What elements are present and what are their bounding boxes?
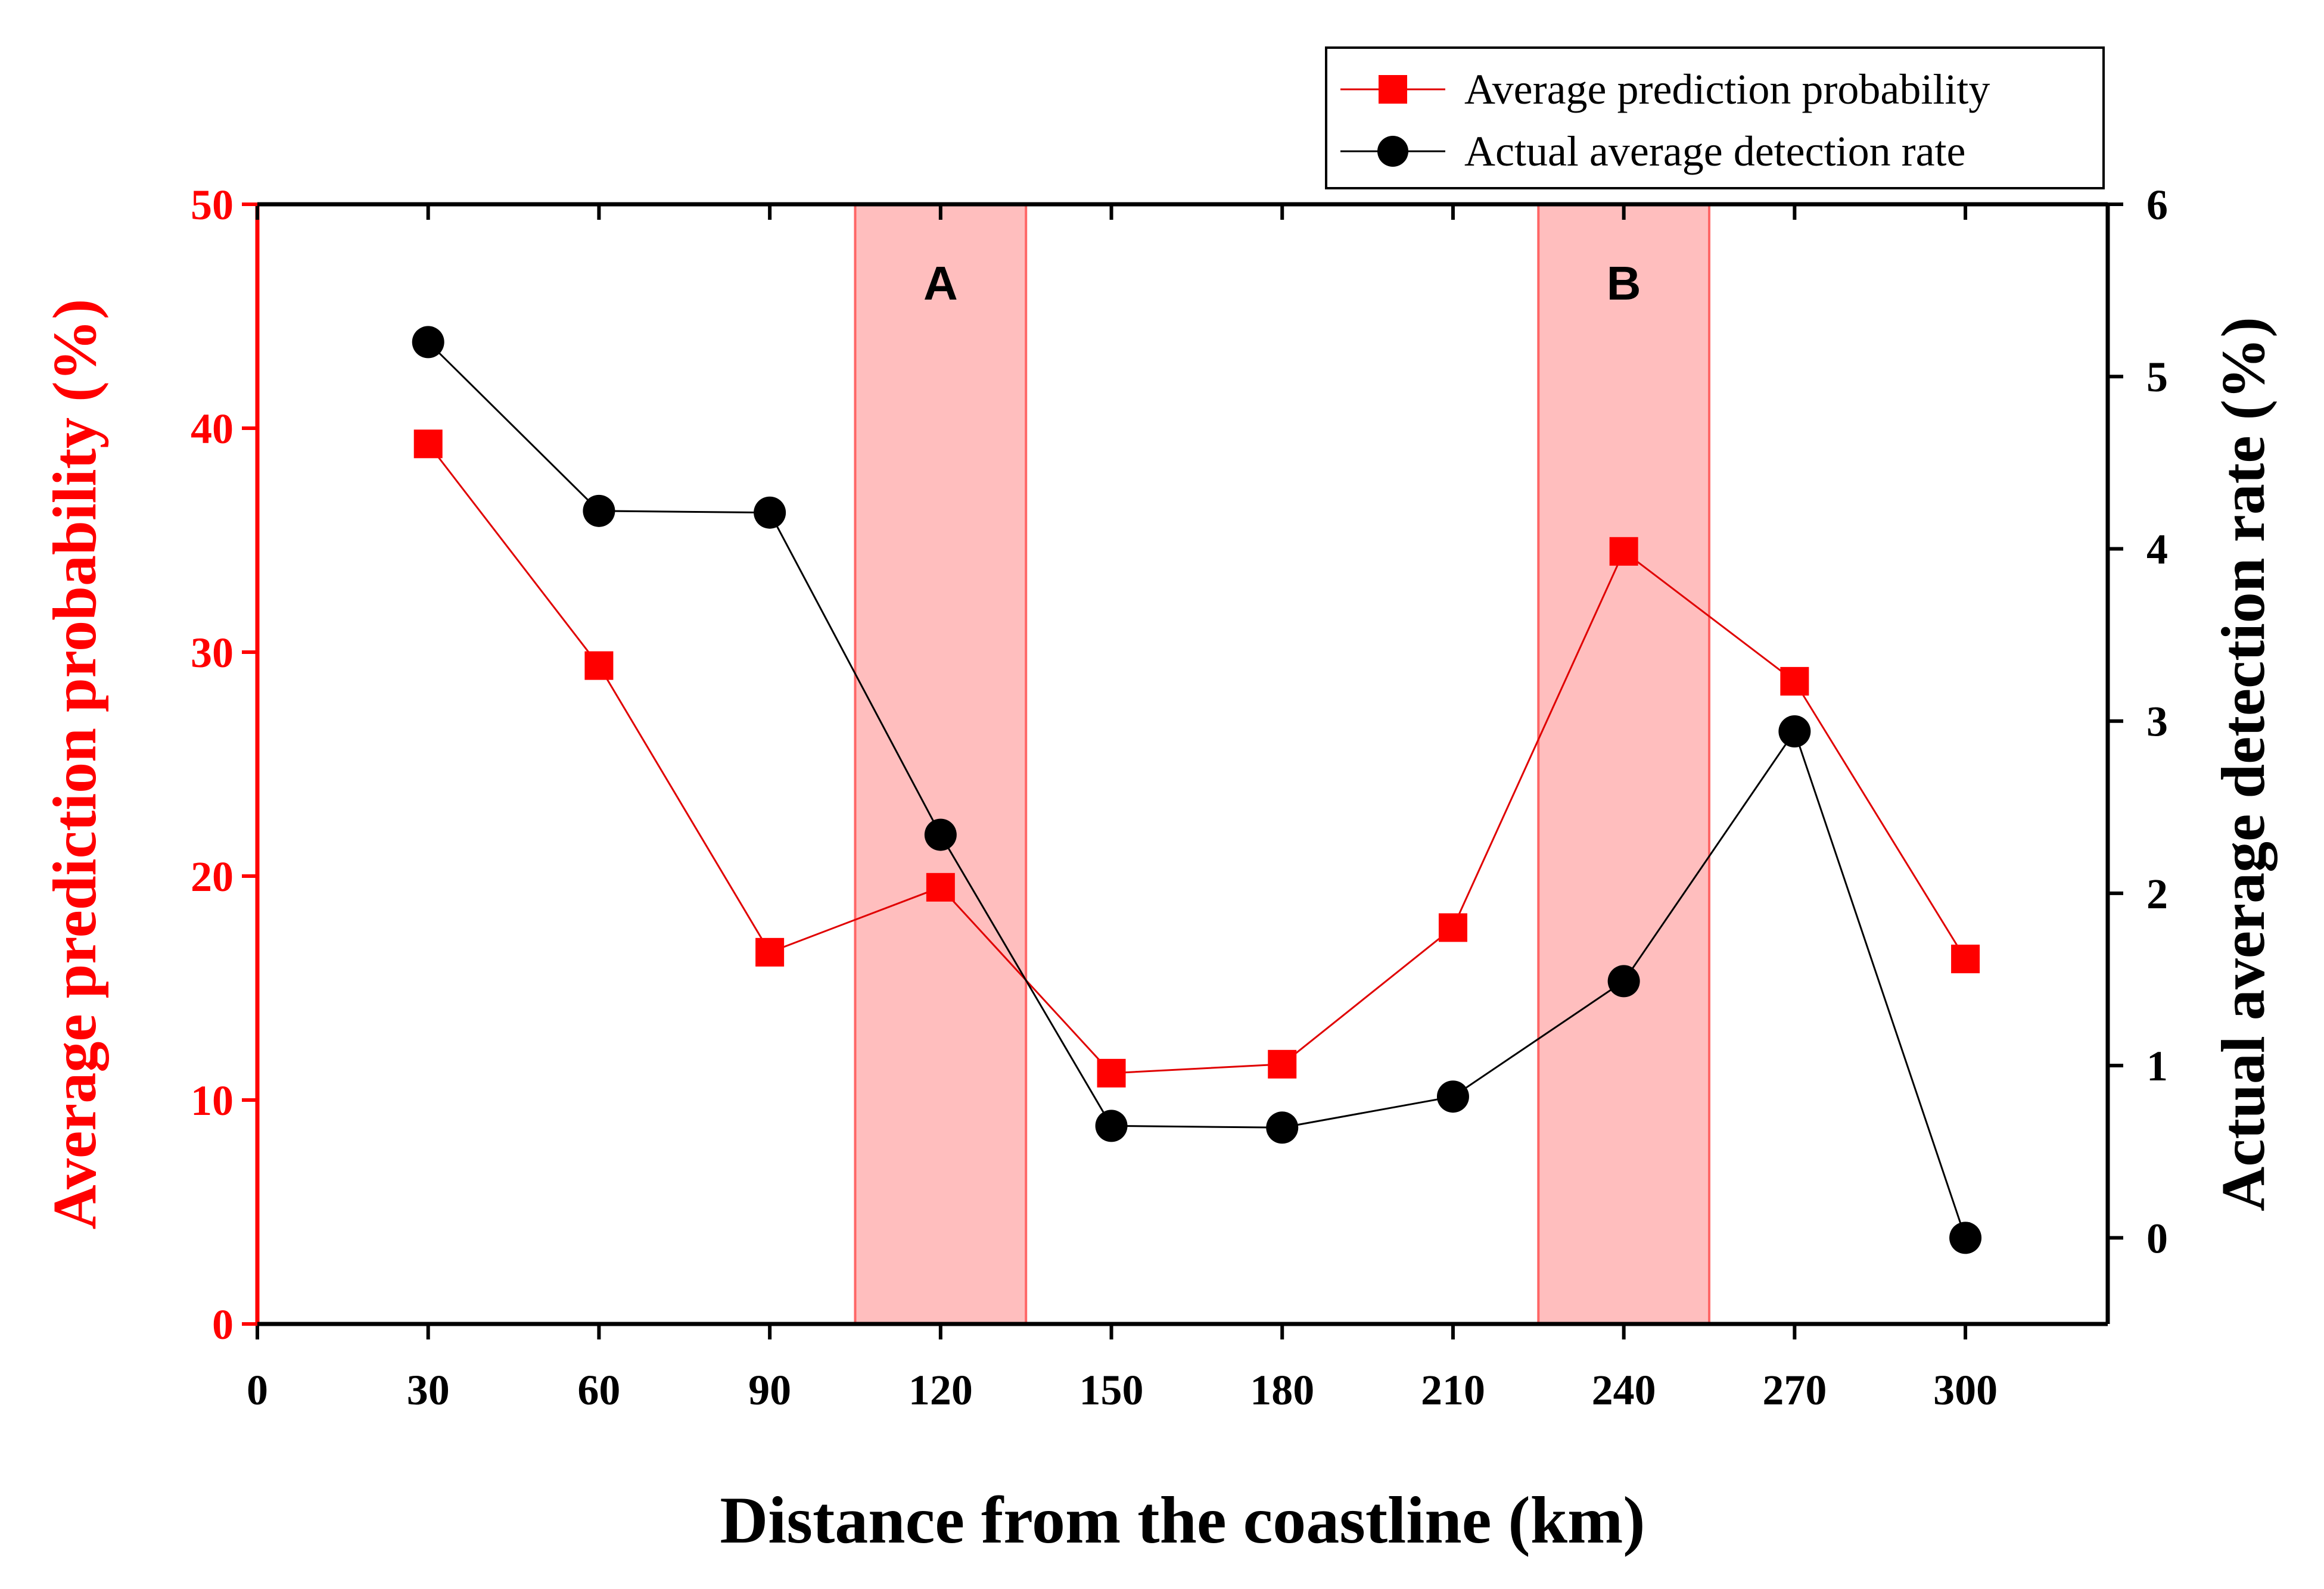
series-line-prediction — [427, 443, 1967, 1074]
right-tick-label: 2 — [2146, 870, 2168, 918]
left-tick-label: 20 — [191, 853, 234, 901]
prediction-point — [584, 651, 614, 680]
prediction-point — [1951, 945, 1980, 974]
detection-point — [1949, 1222, 1982, 1254]
legend-label-prediction: Average prediction probability — [1464, 66, 1990, 113]
left-tick-label: 50 — [191, 181, 234, 229]
prediction-point — [755, 937, 785, 967]
axis-ticks: 0 30 60 90 120 150 180 210 240 270 300 0 10 20 30 40 50 0… — [191, 181, 2168, 1414]
right-tick-label: 4 — [2146, 525, 2168, 573]
highlight-region-a — [854, 203, 1028, 1325]
left-tick-label: 0 — [212, 1301, 234, 1348]
detection-point — [1778, 715, 1811, 748]
left-tick-label: 10 — [191, 1077, 234, 1124]
region-label-a: A — [923, 257, 958, 310]
x-tick-label: 120 — [909, 1366, 973, 1414]
prediction-point — [1780, 666, 1809, 696]
legend: Average prediction probability Actual av… — [1325, 46, 2105, 189]
legend-box — [1325, 46, 2105, 189]
legend-marker-prediction — [1379, 75, 1407, 104]
detection-point — [412, 326, 444, 359]
detection-point — [583, 494, 615, 527]
series-markers — [412, 326, 1982, 1254]
left-tick-label: 30 — [191, 629, 234, 677]
detection-point — [924, 818, 957, 851]
region-label-b: B — [1607, 257, 1641, 310]
x-tick-label: 180 — [1250, 1366, 1314, 1414]
legend-marker-detection — [1377, 136, 1408, 167]
x-axis-title: Distance from the coastline (km) — [720, 1484, 1645, 1557]
right-tick-label: 5 — [2146, 353, 2168, 401]
prediction-point — [413, 429, 443, 459]
prediction-point — [1438, 913, 1467, 942]
x-tick-label: 150 — [1079, 1366, 1144, 1414]
right-tick-label: 1 — [2146, 1042, 2168, 1090]
detection-point — [1607, 965, 1640, 998]
x-tick-label: 90 — [748, 1366, 791, 1414]
x-tick-label: 0 — [247, 1366, 268, 1414]
right-tick-label: 6 — [2146, 181, 2168, 229]
x-tick-label: 300 — [1933, 1366, 1998, 1414]
prediction-point — [1609, 537, 1638, 566]
prediction-point — [1268, 1049, 1297, 1079]
right-tick-label: 0 — [2146, 1214, 2168, 1262]
left-tick-label: 40 — [191, 405, 234, 453]
detection-point — [754, 496, 786, 529]
left-axis-title: Average prediction probability (%) — [41, 299, 109, 1230]
right-axis-title: Actual average detection rate (%) — [2209, 317, 2278, 1211]
x-tick-label: 270 — [1762, 1366, 1827, 1414]
x-tick-label: 210 — [1421, 1366, 1485, 1414]
x-tick-label: 60 — [577, 1366, 620, 1414]
detection-point — [1436, 1080, 1469, 1113]
prediction-point — [1097, 1058, 1126, 1088]
detection-point — [1095, 1110, 1128, 1142]
legend-label-detection: Actual average detection rate — [1464, 127, 1966, 175]
highlight-region-b — [1537, 203, 1711, 1325]
x-tick-label: 240 — [1592, 1366, 1656, 1414]
prediction-point — [926, 873, 955, 902]
series-lines — [427, 341, 1967, 1238]
right-tick-label: 3 — [2146, 698, 2168, 746]
detection-point — [1266, 1111, 1299, 1144]
series-line-detection — [427, 341, 1967, 1238]
x-tick-label: 30 — [407, 1366, 450, 1414]
plot-frame — [255, 202, 2110, 1326]
